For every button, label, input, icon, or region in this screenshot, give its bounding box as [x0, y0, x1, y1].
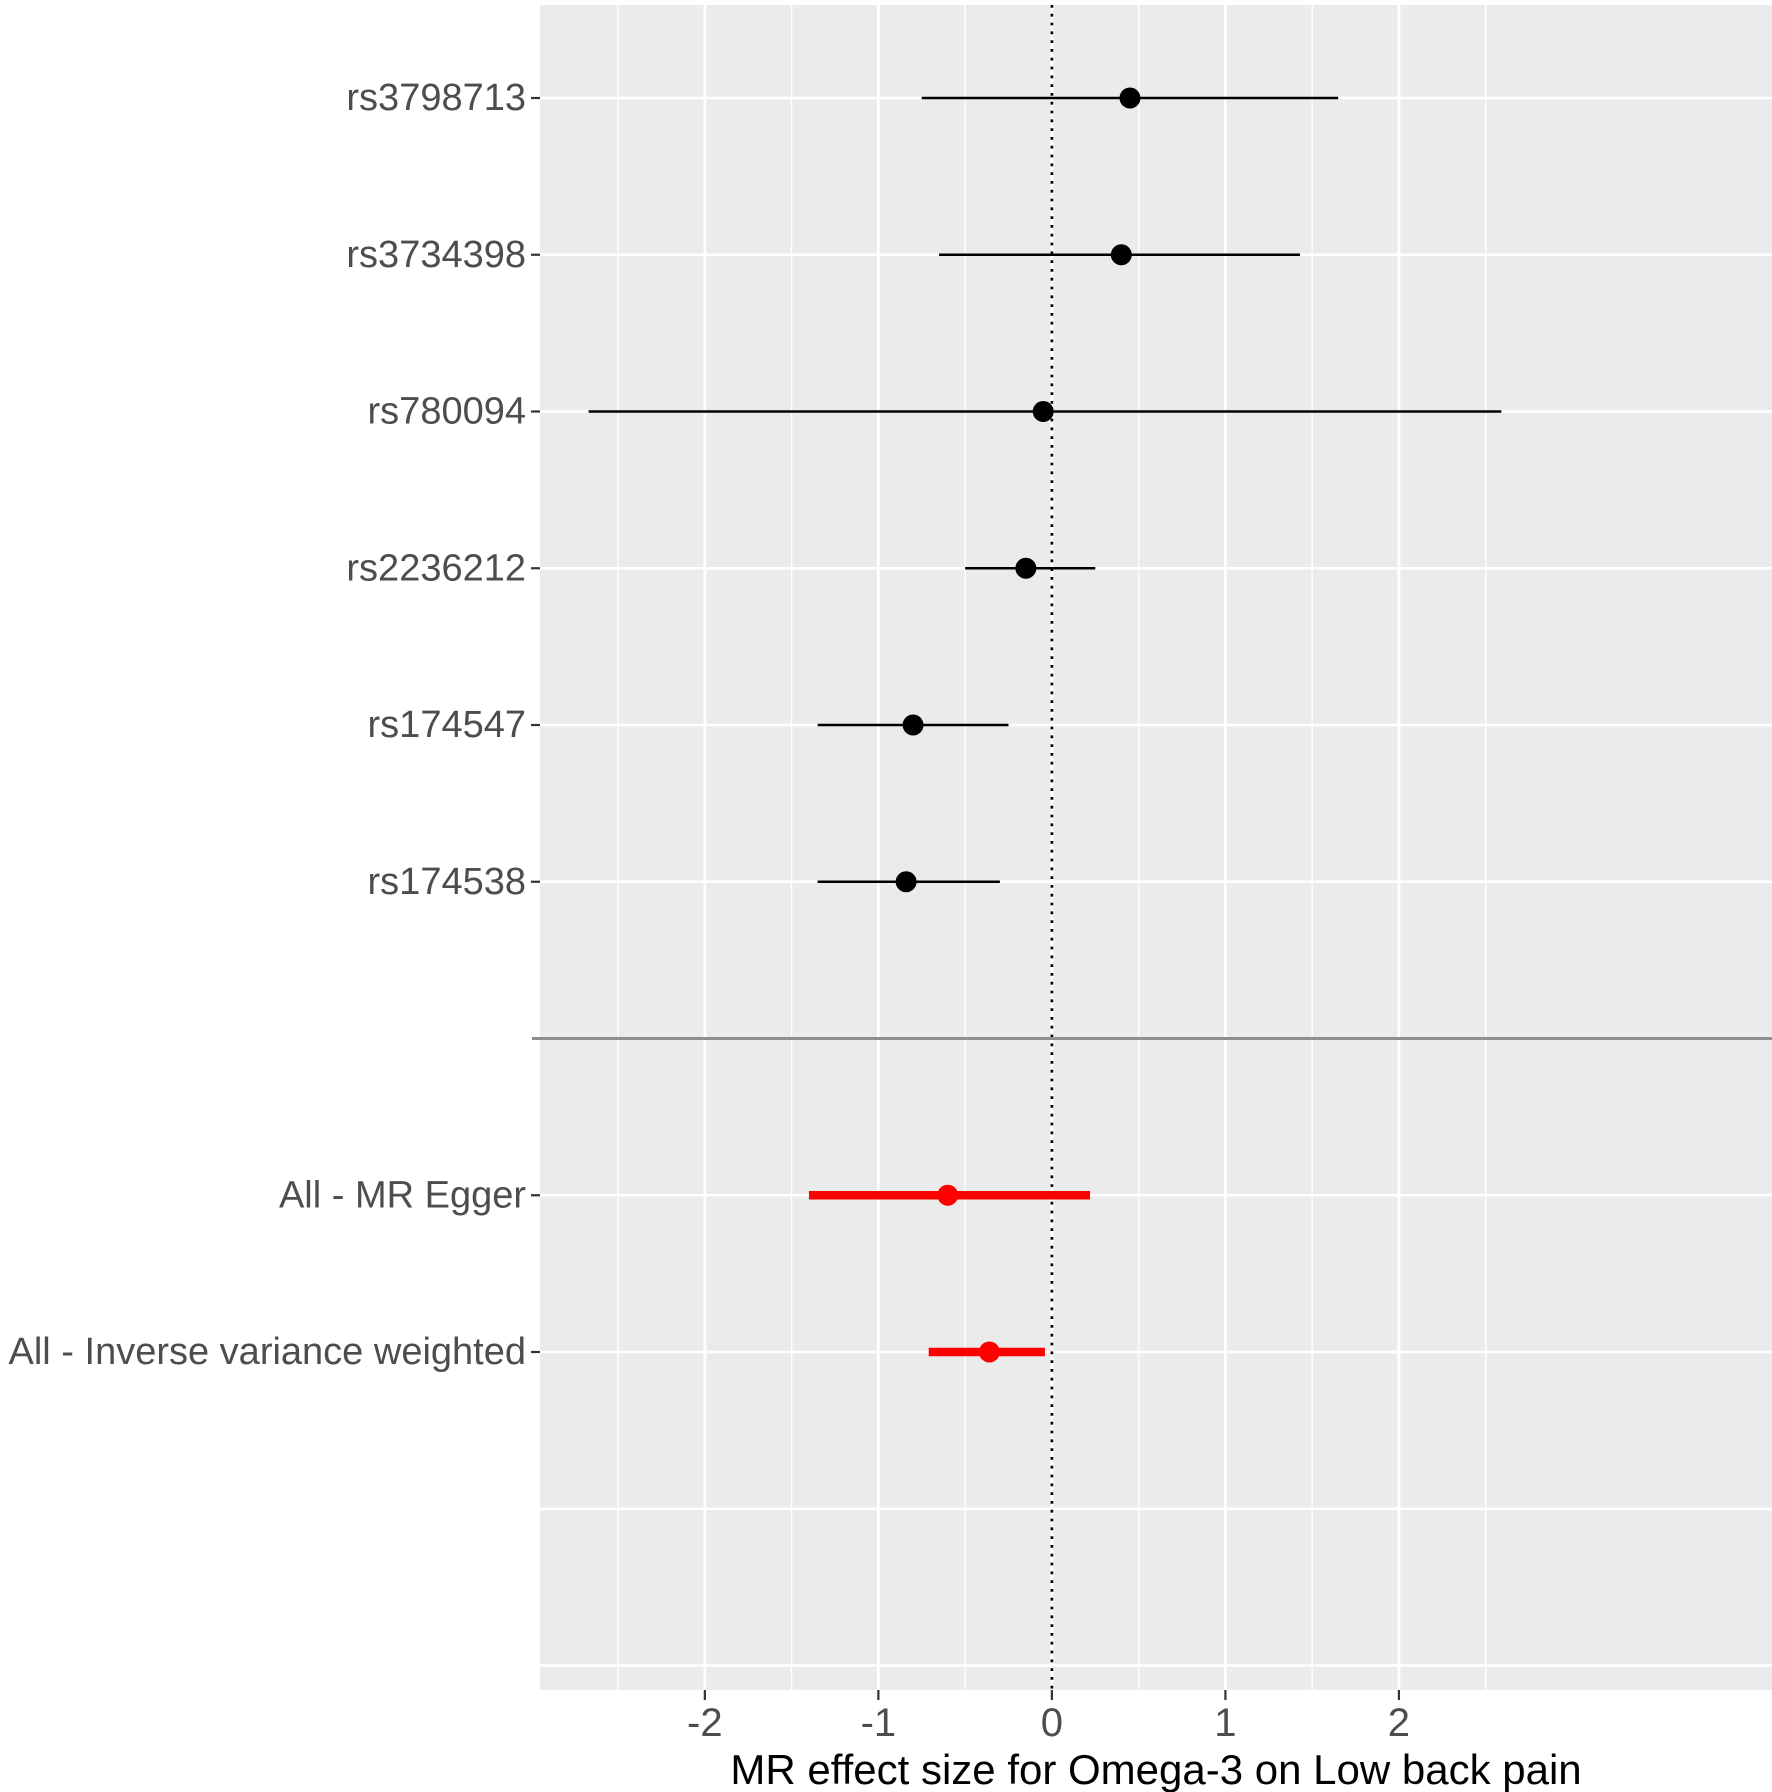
- x-axis-tick-label: 1: [1214, 1701, 1236, 1745]
- plot-panel-background: [540, 5, 1772, 1690]
- y-axis-label: All - Inverse variance weighted: [9, 1331, 526, 1373]
- y-axis-label: rs3734398: [346, 234, 526, 276]
- point-estimate-marker: [895, 871, 917, 893]
- forest-row: [921, 87, 1339, 109]
- forest-row: [817, 714, 1009, 736]
- y-axis-label: rs780094: [368, 391, 526, 433]
- y-axis-label: rs174547: [368, 704, 526, 746]
- forest-row: [808, 1184, 1091, 1206]
- y-axis-label: rs2236212: [346, 547, 526, 589]
- forest-row: [939, 244, 1301, 266]
- forest-row: [928, 1341, 1045, 1363]
- point-estimate-marker: [1015, 557, 1037, 579]
- y-axis-label: All - MR Egger: [279, 1174, 526, 1216]
- forest-row: [588, 401, 1502, 422]
- y-axis-label: rs3798713: [346, 77, 526, 119]
- point-estimate-marker: [1032, 401, 1054, 422]
- x-axis-tick-label: -2: [687, 1701, 723, 1745]
- x-axis-tick-label: 0: [1041, 1701, 1063, 1745]
- x-axis-tick-label: -1: [861, 1701, 897, 1745]
- forest-row: [965, 557, 1096, 579]
- point-estimate-marker: [978, 1341, 1000, 1363]
- point-estimate-marker: [1110, 244, 1132, 266]
- point-estimate-marker: [902, 714, 924, 736]
- point-estimate-marker: [937, 1184, 959, 1206]
- x-axis-tick-label: 2: [1388, 1701, 1410, 1745]
- y-axis-label: rs174538: [368, 861, 526, 903]
- x-axis-title: MR effect size for Omega-3 on Low back p…: [730, 1746, 1581, 1792]
- forest-row: [817, 871, 1000, 893]
- point-estimate-marker: [1119, 87, 1141, 109]
